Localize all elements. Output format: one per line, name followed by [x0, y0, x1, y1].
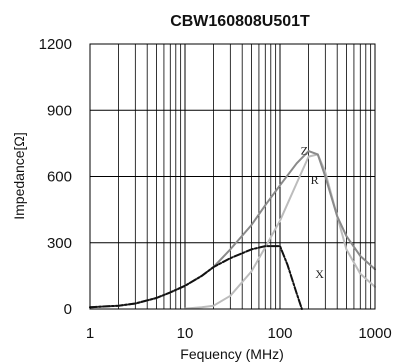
y-tick-label: 600	[47, 169, 72, 186]
series-line-x	[89, 245, 303, 310]
series-group	[89, 150, 376, 310]
curve-label-x: X	[315, 267, 324, 281]
y-tick-label: 300	[47, 235, 72, 252]
grid	[90, 44, 375, 309]
x-tick-label: 100	[267, 325, 292, 342]
y-tick-label: 1200	[39, 36, 72, 53]
curve-labels: Z R X	[301, 143, 325, 281]
x-tick-label: 10	[177, 325, 194, 342]
curve-label-r: R	[311, 173, 319, 187]
y-tick-label: 900	[47, 102, 72, 119]
y-tick-label: 0	[64, 301, 72, 318]
x-tick-label: 1000	[358, 325, 391, 342]
x-tick-label: 1	[86, 325, 94, 342]
y-tick-labels: 0 300 600 900 1200	[39, 36, 72, 318]
x-axis-label: Fequency (MHz)	[180, 346, 283, 362]
chart-title: CBW160808U501T	[170, 13, 310, 30]
series-line-r	[184, 153, 376, 310]
x-tick-labels: 1 10 100 1000	[86, 325, 392, 342]
plot-frame	[89, 43, 376, 310]
curve-label-z: Z	[301, 143, 308, 157]
y-axis-label: Impedance[Ω]	[11, 132, 27, 220]
